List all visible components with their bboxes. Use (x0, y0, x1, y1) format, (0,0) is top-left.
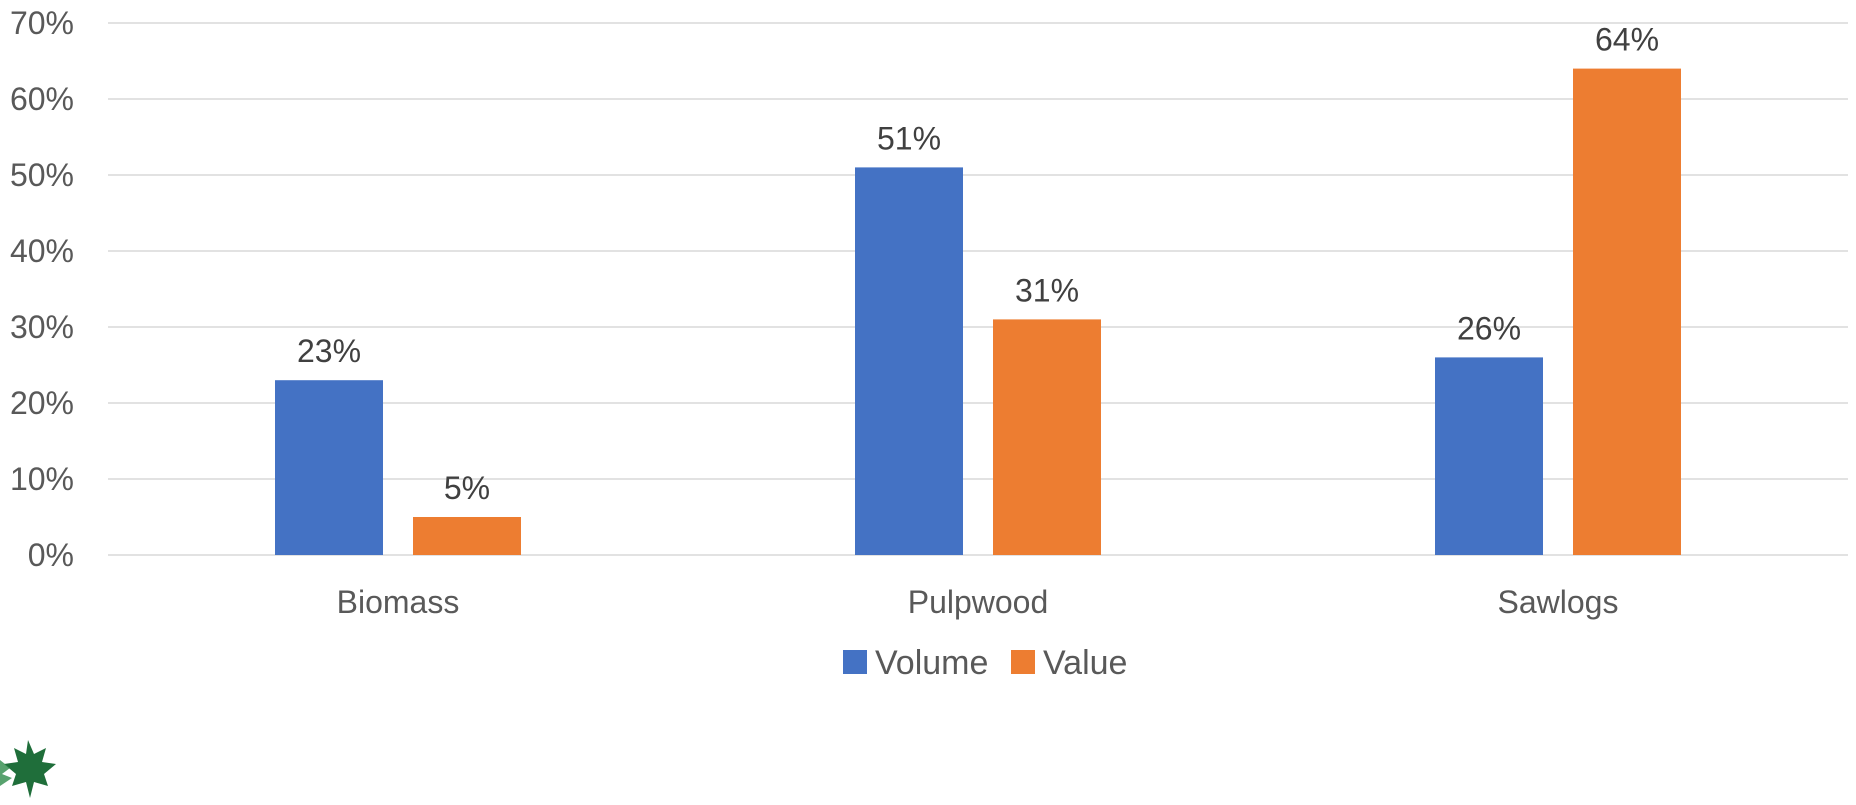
data-label: 26% (1457, 310, 1521, 346)
legend-label-value: Value (1043, 644, 1127, 682)
gridlines (108, 22, 1848, 556)
data-label: 23% (297, 333, 361, 369)
x-category-label: Sawlogs (1498, 584, 1619, 620)
x-category-label: Biomass (337, 584, 460, 620)
legend-swatch-value (1011, 650, 1035, 674)
legend: Volume Value (843, 644, 1127, 682)
data-label: 51% (877, 120, 941, 156)
bar-value-sawlogs (1573, 68, 1681, 555)
x-axis-categories: Biomass Pulpwood Sawlogs (337, 584, 1619, 620)
y-tick-label: 0% (28, 537, 74, 573)
y-tick-label: 10% (10, 461, 74, 497)
legend-swatch-volume (843, 650, 867, 674)
bars (275, 68, 1681, 555)
data-labels: 23% 5% 51% 31% 26% 64% (297, 22, 1659, 506)
bar-volume-sawlogs (1435, 357, 1543, 555)
y-tick-label: 70% (10, 5, 74, 41)
y-axis-ticks: 0% 10% 20% 30% 40% 50% 60% 70% (10, 5, 74, 573)
y-tick-label: 30% (10, 309, 74, 345)
data-label: 31% (1015, 272, 1079, 308)
data-label: 5% (444, 470, 490, 506)
x-category-label: Pulpwood (908, 584, 1049, 620)
bar-value-pulpwood (993, 319, 1101, 555)
y-tick-label: 40% (10, 233, 74, 269)
bar-volume-biomass (275, 380, 383, 555)
data-label: 64% (1595, 22, 1659, 58)
bar-volume-pulpwood (855, 167, 963, 555)
y-tick-label: 50% (10, 157, 74, 193)
y-tick-label: 60% (10, 81, 74, 117)
bar-value-biomass (413, 517, 521, 555)
legend-label-volume: Volume (875, 644, 988, 682)
y-tick-label: 20% (10, 385, 74, 421)
maple-leaf-icon (0, 740, 56, 798)
